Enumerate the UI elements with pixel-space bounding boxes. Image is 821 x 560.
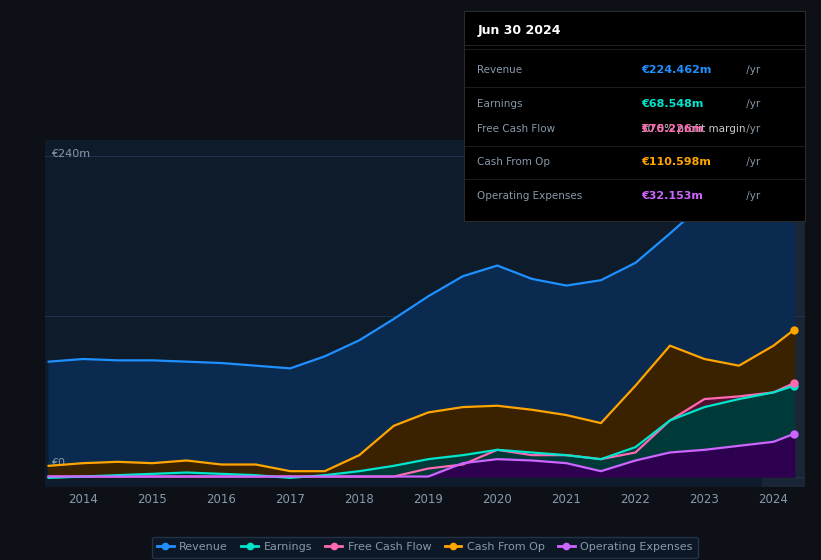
Legend: Revenue, Earnings, Free Cash Flow, Cash From Op, Operating Expenses: Revenue, Earnings, Free Cash Flow, Cash … <box>152 537 698 558</box>
Text: €68.548m: €68.548m <box>641 99 704 109</box>
Text: 30.5% profit margin: 30.5% profit margin <box>641 124 745 134</box>
Text: €32.153m: €32.153m <box>641 191 703 201</box>
Text: €0: €0 <box>51 458 65 468</box>
Text: Operating Expenses: Operating Expenses <box>478 191 583 201</box>
Text: Free Cash Flow: Free Cash Flow <box>478 124 556 134</box>
Bar <box>762 140 808 487</box>
Text: /yr: /yr <box>743 65 760 75</box>
Text: Jun 30 2024: Jun 30 2024 <box>478 24 561 37</box>
Text: €110.598m: €110.598m <box>641 157 711 167</box>
Point <box>787 379 800 388</box>
Point <box>787 325 800 334</box>
Text: Revenue: Revenue <box>478 65 523 75</box>
Text: /yr: /yr <box>743 99 760 109</box>
Text: €224.462m: €224.462m <box>641 65 712 75</box>
Text: /yr: /yr <box>743 124 760 134</box>
Point <box>787 430 800 438</box>
Text: /yr: /yr <box>743 191 760 201</box>
Text: Cash From Op: Cash From Op <box>478 157 551 167</box>
Text: Earnings: Earnings <box>478 99 523 109</box>
Point <box>787 173 800 182</box>
Text: €70.226m: €70.226m <box>641 124 704 134</box>
Point <box>787 381 800 390</box>
Text: €240m: €240m <box>51 149 90 158</box>
Text: /yr: /yr <box>743 157 760 167</box>
